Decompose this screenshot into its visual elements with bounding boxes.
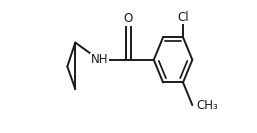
Text: CH₃: CH₃ — [196, 99, 218, 112]
Text: O: O — [124, 12, 133, 25]
Text: NH: NH — [90, 53, 108, 66]
Text: Cl: Cl — [177, 11, 189, 24]
Text: NH: NH — [90, 53, 108, 66]
